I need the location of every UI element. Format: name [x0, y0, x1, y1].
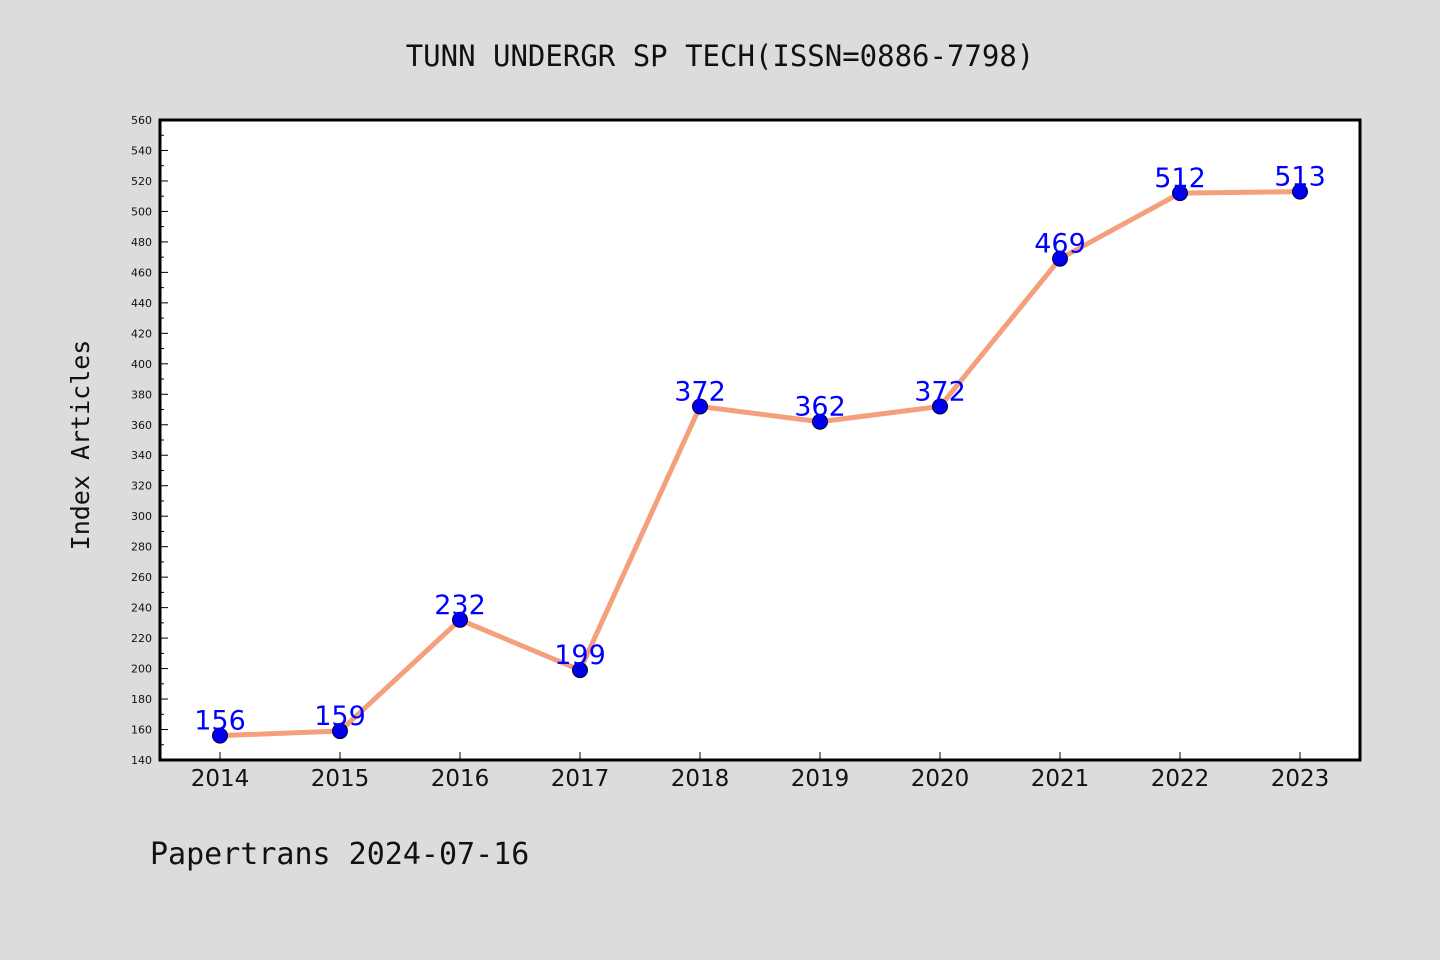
y-tick-label: 340 [131, 449, 152, 462]
data-label: 372 [674, 376, 726, 407]
y-tick-label: 320 [131, 480, 152, 493]
y-tick-label: 280 [131, 541, 152, 554]
data-label: 232 [434, 590, 486, 621]
x-tick-label: 2016 [431, 766, 490, 792]
x-tick-label: 2015 [311, 766, 370, 792]
plot-area [158, 118, 1362, 762]
y-tick-label: 440 [131, 297, 152, 310]
data-label: 513 [1274, 162, 1326, 193]
data-point [452, 611, 468, 628]
y-tick-label: 400 [131, 358, 152, 371]
y-tick-label: 500 [131, 205, 152, 218]
x-tick-label: 2014 [191, 766, 250, 792]
data-point [572, 662, 588, 679]
y-tick-label: 200 [131, 663, 152, 676]
data-point [692, 398, 708, 415]
data-markers [212, 183, 1308, 744]
y-tick-label: 360 [131, 419, 152, 432]
data-label: 372 [914, 376, 966, 407]
y-tick-label: 520 [131, 175, 152, 188]
x-tick-label: 2023 [1271, 766, 1330, 792]
y-tick-label: 560 [131, 114, 152, 127]
data-label: 159 [314, 701, 366, 732]
y-tick-label: 380 [131, 388, 152, 401]
y-tick-label: 420 [131, 327, 152, 340]
x-tick-label: 2021 [1031, 766, 1090, 792]
x-tick-label: 2018 [671, 766, 730, 792]
data-label: 469 [1034, 229, 1086, 260]
y-axis: 140 160 180 200 220 240 260 280 300 320 340 360 380 4… [131, 114, 168, 767]
data-label: 512 [1154, 163, 1206, 194]
data-point [1292, 183, 1308, 200]
x-tick-label: 2020 [911, 766, 970, 792]
series-line [219, 189, 1301, 739]
y-tick-label: 140 [131, 754, 152, 767]
data-label: 156 [194, 706, 246, 737]
y-tick-label: 260 [131, 571, 152, 584]
y-tick-label: 300 [131, 510, 152, 523]
data-point [1172, 185, 1188, 202]
data-label: 199 [554, 640, 606, 671]
y-tick-label: 160 [131, 724, 152, 737]
data-label: 362 [794, 392, 846, 423]
y-tick-label: 480 [131, 236, 152, 249]
x-tick-label: 2022 [1151, 766, 1210, 792]
y-tick-label: 540 [131, 144, 152, 157]
y-axis-label: Index Articles [66, 340, 95, 551]
x-axis: 2014 2015 2016 2017 2018 2019 2020 2021 2022 2023 [191, 752, 1330, 792]
chart-title: TUNN UNDERGR SP TECH(ISSN=0886-7798) [406, 39, 1035, 73]
footer-credit: Papertrans 2024-07-16 [150, 837, 529, 872]
data-point [932, 398, 948, 415]
data-point [332, 723, 348, 740]
y-tick-label: 460 [131, 266, 152, 279]
x-tick-label: 2019 [791, 766, 850, 792]
y-tick-label: 220 [131, 632, 152, 645]
data-point [1052, 250, 1068, 267]
x-tick-label: 2017 [551, 766, 610, 792]
data-point [812, 413, 828, 430]
data-point [212, 727, 228, 744]
y-tick-label: 180 [131, 693, 152, 706]
y-tick-label: 240 [131, 602, 152, 615]
data-labels: 156 159 232 199 372 362 372 469 512 513 [194, 162, 1326, 737]
